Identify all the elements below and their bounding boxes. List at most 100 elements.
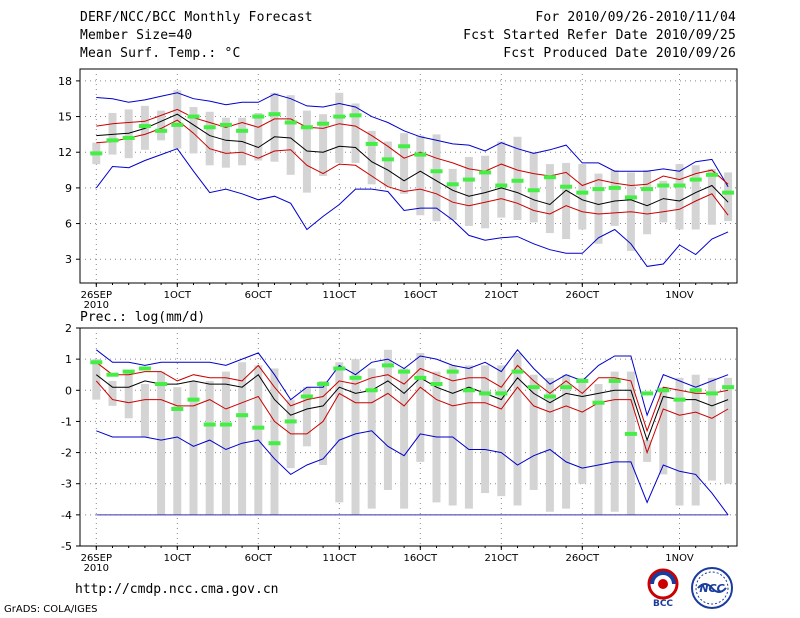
prec-xtick-label: 16OCT	[403, 553, 438, 564]
prec-spread-box	[464, 365, 473, 509]
prec-spread-box	[383, 349, 392, 490]
temp-observed-marker	[187, 114, 200, 119]
temp-frame	[79, 68, 738, 284]
temp-spread-box	[108, 112, 117, 155]
temp-observed-marker	[138, 124, 151, 129]
temp-ytick-label: 6	[65, 218, 72, 231]
temp-spread-box	[319, 114, 328, 176]
temp-observed-marker	[511, 178, 524, 183]
prec-observed-marker	[446, 369, 459, 374]
temp-upper-line	[96, 108, 729, 187]
prec-ytick-label: 2	[65, 322, 72, 335]
prec-ytick-label: -1	[61, 415, 72, 428]
prec-spread-box	[448, 365, 457, 506]
temp-observed-marker	[705, 172, 718, 177]
prec-spread-box	[578, 377, 587, 484]
temp-observed-marker	[398, 144, 411, 149]
temp-spread-box	[157, 110, 166, 141]
temp-spread-box	[464, 156, 473, 226]
prec-observed-marker	[187, 397, 200, 402]
temp-xtick-label: 21OCT	[484, 290, 519, 301]
prec-observed-marker	[219, 422, 232, 427]
temp-year-label: 2010	[84, 300, 109, 311]
prec-spread-box	[594, 384, 603, 515]
prec-ytick-label: -2	[61, 447, 72, 460]
prec-observed-marker	[90, 360, 103, 365]
temp-observed-marker	[317, 121, 330, 126]
prec-observed-marker	[705, 391, 718, 396]
temp-spread-box	[221, 117, 230, 168]
temp-spread-box	[270, 92, 279, 162]
prec-observed-marker	[608, 378, 621, 383]
prec-spread-box	[610, 371, 619, 512]
prec-observed-marker	[300, 394, 313, 399]
prec-spread-box	[367, 368, 376, 509]
prec-observed-marker	[398, 369, 411, 374]
prec-spread-box	[140, 384, 149, 437]
temp-observed-marker	[446, 182, 459, 187]
temp-observed-marker	[560, 184, 573, 189]
temp-observed-marker	[90, 151, 103, 156]
temp-observed-marker	[300, 125, 313, 130]
temp-observed-marker	[381, 157, 394, 162]
temp-observed-marker	[495, 183, 508, 188]
temp-observed-marker	[414, 152, 427, 157]
prec-observed-marker	[138, 366, 151, 371]
temp-xtick-label: 1NOV	[665, 290, 694, 301]
prec-spread-box	[302, 387, 311, 447]
prec-spread-box	[724, 377, 733, 484]
temp-observed-marker	[252, 114, 265, 119]
temp-observed-marker	[722, 190, 735, 195]
temp-xtick-label: 16OCT	[403, 290, 438, 301]
temp-spread-box	[513, 136, 522, 220]
prec-xtick-label: 26OCT	[565, 553, 600, 564]
temp-spread-box	[659, 180, 668, 223]
prec-xtick-label: 21OCT	[484, 553, 519, 564]
temp-observed-marker	[543, 175, 556, 180]
temp-spread-box	[610, 170, 619, 226]
temp-spread-box	[562, 162, 571, 240]
prec-observed-marker	[414, 375, 427, 380]
temp-ytick-label: 18	[58, 75, 72, 88]
temp-spread-box	[286, 95, 295, 175]
prec-spread-box	[124, 371, 133, 419]
bcc-logo: BCC	[647, 568, 679, 608]
prec-observed-marker	[462, 388, 475, 393]
temp-spread-box	[481, 155, 490, 229]
prec-spread-box	[481, 365, 490, 494]
temp-observed-marker	[527, 188, 540, 193]
prec-spread-box	[351, 359, 360, 515]
prec-min-line	[96, 430, 729, 516]
temp-observed-marker	[219, 122, 232, 127]
prec-spread-box	[319, 380, 328, 466]
chart-title: DERF/NCC/BCC Monthly Forecast	[80, 10, 313, 25]
temp-observed-marker	[673, 183, 686, 188]
prec-observed-marker	[430, 382, 443, 387]
temp-observed-marker	[171, 122, 184, 127]
temp-xtick-label: 11OCT	[322, 290, 357, 301]
prec-spread-box	[659, 387, 668, 475]
temp-observed-marker	[592, 187, 605, 192]
temp-spread-box	[383, 141, 392, 187]
prec-observed-marker	[106, 372, 119, 377]
temp-spread-box	[367, 130, 376, 185]
temp-observed-marker	[122, 135, 135, 140]
temp-spread-box	[351, 103, 360, 163]
prec-observed-marker	[155, 382, 168, 387]
prec-xtick-label: 26SEP	[81, 553, 112, 564]
prec-upper-line	[95, 361, 729, 433]
temp-xtick-label: 1OCT	[164, 290, 192, 301]
prec-observed-marker	[381, 363, 394, 368]
temp-observed-marker	[106, 138, 119, 143]
prec-spread-box	[205, 380, 214, 515]
prec-observed-marker	[722, 385, 735, 390]
temp-mean-line	[96, 113, 729, 207]
temp-spread-box	[302, 110, 311, 193]
temp-ytick-label: 15	[58, 111, 72, 124]
prec-spread-box	[92, 359, 101, 400]
forecast-period: For 2010/09/26-2010/11/04	[535, 10, 736, 25]
temp-observed-marker	[236, 128, 249, 133]
source-url[interactable]: http://cmdp.ncc.cma.gov.cn	[75, 582, 279, 597]
temp-observed-marker	[641, 187, 654, 192]
